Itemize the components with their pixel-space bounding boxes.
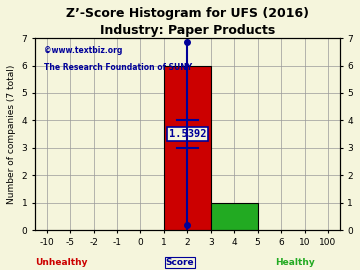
Text: ©www.textbiz.org: ©www.textbiz.org: [44, 46, 122, 55]
Title: Z’-Score Histogram for UFS (2016)
Industry: Paper Products: Z’-Score Histogram for UFS (2016) Indust…: [66, 7, 309, 37]
Text: The Research Foundation of SUNY: The Research Foundation of SUNY: [44, 63, 192, 72]
Text: 1.5392: 1.5392: [168, 129, 206, 139]
Text: Unhealthy: Unhealthy: [35, 258, 87, 267]
Text: Score: Score: [166, 258, 194, 267]
Text: Healthy: Healthy: [275, 258, 315, 267]
Y-axis label: Number of companies (7 total): Number of companies (7 total): [7, 65, 16, 204]
Bar: [211, 203, 258, 230]
Bar: [164, 66, 211, 230]
